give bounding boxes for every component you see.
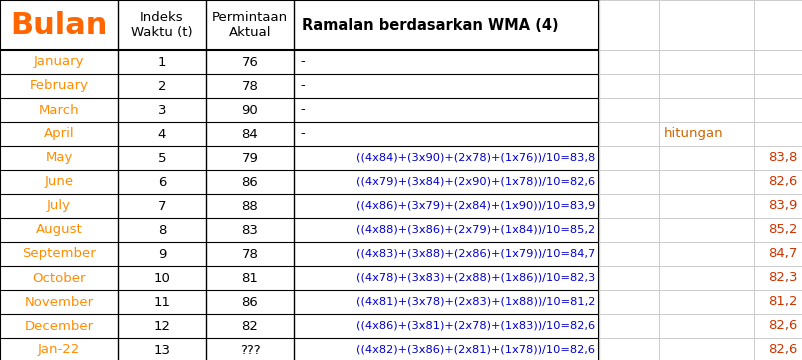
Text: -: - [300,127,305,140]
Text: Indeks
Waktu (t): Indeks Waktu (t) [131,11,192,39]
Text: ((4x88)+(3x86)+(2x79)+(1x84))/10=85,2: ((4x88)+(3x86)+(2x79)+(1x84))/10=85,2 [355,225,594,235]
Text: 81: 81 [241,271,258,284]
Text: 3: 3 [157,104,166,117]
Text: 7: 7 [157,199,166,212]
Text: 4: 4 [158,127,166,140]
Text: 10: 10 [153,271,170,284]
Text: ((4x86)+(3x81)+(2x78)+(1x83))/10=82,6: ((4x86)+(3x81)+(2x78)+(1x83))/10=82,6 [355,321,594,331]
Text: 86: 86 [241,175,258,189]
Text: ((4x84)+(3x90)+(2x78)+(1x76))/10=83,8: ((4x84)+(3x90)+(2x78)+(1x76))/10=83,8 [355,153,594,163]
Text: 81,2: 81,2 [768,296,797,309]
Text: 11: 11 [153,296,170,309]
Text: April: April [43,127,75,140]
Text: November: November [24,296,94,309]
Text: May: May [45,152,73,165]
Text: 83,9: 83,9 [768,199,797,212]
Text: 8: 8 [158,224,166,237]
Text: 82: 82 [241,320,258,333]
Text: ???: ??? [239,343,260,356]
Text: August: August [35,224,83,237]
Text: Bulan: Bulan [10,10,107,40]
Text: 5: 5 [157,152,166,165]
Text: 13: 13 [153,343,170,356]
Text: ((4x78)+(3x83)+(2x88)+(1x86))/10=82,3: ((4x78)+(3x83)+(2x88)+(1x86))/10=82,3 [355,273,594,283]
Text: hitungan: hitungan [663,127,723,140]
Text: ((4x83)+(3x88)+(2x86)+(1x79))/10=84,7: ((4x83)+(3x88)+(2x86)+(1x79))/10=84,7 [355,249,594,259]
Text: January: January [34,55,84,68]
Text: ((4x79)+(3x84)+(2x90)+(1x78))/10=82,6: ((4x79)+(3x84)+(2x90)+(1x78))/10=82,6 [355,177,594,187]
Text: June: June [44,175,74,189]
Text: ((4x86)+(3x79)+(2x84)+(1x90))/10=83,9: ((4x86)+(3x79)+(2x84)+(1x90))/10=83,9 [355,201,594,211]
Text: December: December [24,320,94,333]
Text: 2: 2 [157,80,166,93]
Text: ((4x82)+(3x86)+(2x81)+(1x78))/10=82,6: ((4x82)+(3x86)+(2x81)+(1x78))/10=82,6 [355,345,594,355]
Text: 79: 79 [241,152,258,165]
Text: 1: 1 [157,55,166,68]
Text: Jan-22: Jan-22 [38,343,80,356]
Text: 83,8: 83,8 [768,152,797,165]
Text: 82,6: 82,6 [768,175,797,189]
Text: 83: 83 [241,224,258,237]
Text: 90: 90 [241,104,258,117]
Text: October: October [32,271,86,284]
Text: 12: 12 [153,320,170,333]
Text: 6: 6 [158,175,166,189]
Text: -: - [300,80,305,93]
Text: 84: 84 [241,127,258,140]
Text: 9: 9 [158,248,166,261]
Text: 82,6: 82,6 [768,343,797,356]
Text: 85,2: 85,2 [768,224,797,237]
Text: 82,3: 82,3 [768,271,797,284]
Text: July: July [47,199,71,212]
Text: Ramalan berdasarkan WMA (4): Ramalan berdasarkan WMA (4) [302,18,558,32]
Text: 84,7: 84,7 [768,248,797,261]
Text: ((4x81)+(3x78)+(2x83)+(1x88))/10=81,2: ((4x81)+(3x78)+(2x83)+(1x88))/10=81,2 [355,297,594,307]
Text: March: March [38,104,79,117]
Text: February: February [30,80,88,93]
Text: -: - [300,104,305,117]
Text: September: September [22,248,95,261]
Text: 82,6: 82,6 [768,320,797,333]
Text: 78: 78 [241,80,258,93]
Text: 88: 88 [241,199,258,212]
Text: -: - [300,55,305,68]
Text: 78: 78 [241,248,258,261]
Text: 86: 86 [241,296,258,309]
Text: 76: 76 [241,55,258,68]
Text: Permintaan
Aktual: Permintaan Aktual [212,11,288,39]
